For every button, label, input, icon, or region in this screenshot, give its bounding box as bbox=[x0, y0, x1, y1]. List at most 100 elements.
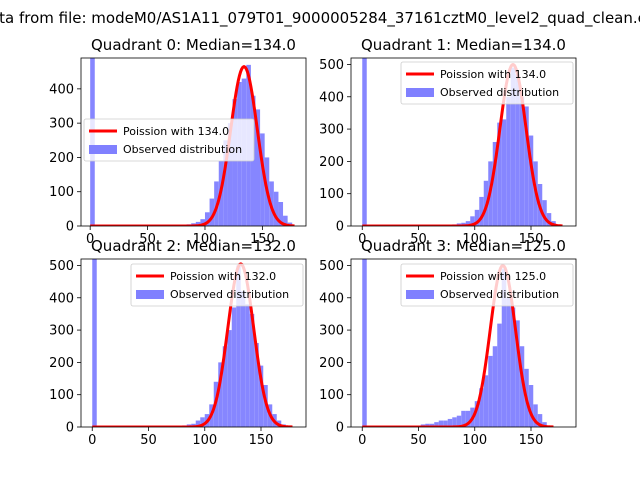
histogram-bar bbox=[528, 135, 534, 226]
histogram-bar bbox=[501, 119, 507, 226]
histogram-bar bbox=[254, 343, 259, 427]
histogram-bar bbox=[474, 401, 480, 427]
histogram-bar bbox=[236, 265, 241, 427]
histogram-bar bbox=[515, 74, 520, 226]
histogram-bar bbox=[429, 423, 435, 427]
histogram-bar bbox=[524, 106, 529, 226]
y-tick-label: 300 bbox=[319, 324, 344, 339]
histogram-bar bbox=[533, 404, 538, 427]
histogram-bar bbox=[92, 259, 97, 427]
legend-fit-label: Poission with 132.0 bbox=[170, 270, 276, 283]
y-tick-label: 200 bbox=[49, 356, 74, 371]
y-tick-label: 100 bbox=[319, 388, 344, 403]
x-tick-label: 150 bbox=[250, 232, 275, 247]
histogram-bar bbox=[222, 346, 228, 427]
x-tick-label: 150 bbox=[249, 433, 274, 448]
legend-hist-label: Observed distribution bbox=[170, 288, 289, 301]
y-tick-label: 0 bbox=[336, 220, 344, 235]
x-tick-label: 50 bbox=[140, 433, 157, 448]
panel-title: Quadrant 0: Median=134.0 bbox=[91, 36, 296, 54]
legend-hist-label: Observed distribution bbox=[440, 288, 559, 301]
y-tick-label: 500 bbox=[49, 259, 74, 274]
histogram-bar bbox=[546, 213, 552, 226]
histogram-bar bbox=[232, 99, 238, 226]
histogram-bar bbox=[515, 320, 520, 427]
histogram-bar bbox=[456, 415, 462, 427]
histogram-bar bbox=[283, 215, 288, 226]
histogram-bar bbox=[223, 140, 228, 226]
legend-box bbox=[400, 61, 574, 105]
y-tick-label: 300 bbox=[49, 324, 74, 339]
histogram-bar bbox=[542, 200, 547, 226]
histogram-bar bbox=[510, 307, 516, 427]
legend-hist-swatch bbox=[406, 88, 434, 97]
plot-content bbox=[361, 259, 554, 427]
legend-box bbox=[130, 263, 304, 307]
histogram-bar bbox=[452, 417, 457, 427]
histogram-bar bbox=[209, 198, 215, 226]
x-tick-label: 150 bbox=[519, 232, 544, 247]
x-tick-label: 0 bbox=[358, 232, 366, 247]
histogram-bar bbox=[465, 410, 471, 427]
legend-hist-label: Observed distribution bbox=[440, 86, 559, 99]
legend: Poission with 125.0 Observed distribution bbox=[400, 263, 574, 307]
panel-title: Quadrant 3: Median=125.0 bbox=[361, 237, 566, 255]
histogram-bar bbox=[470, 216, 475, 226]
legend-box bbox=[400, 263, 574, 307]
y-tick-label: 100 bbox=[49, 388, 74, 403]
histogram-bar bbox=[519, 96, 525, 226]
legend-hist-swatch bbox=[406, 290, 434, 299]
histogram-bar bbox=[479, 196, 484, 226]
histogram-bar bbox=[483, 375, 489, 427]
legend-fit-label: Poission with 125.0 bbox=[440, 270, 546, 283]
histogram-bar bbox=[501, 268, 507, 427]
histogram-bar bbox=[506, 297, 511, 427]
x-tick-label: 100 bbox=[193, 232, 218, 247]
y-tick-label: 100 bbox=[319, 187, 344, 202]
histogram-bar bbox=[195, 420, 201, 427]
histogram-bar bbox=[510, 67, 516, 226]
x-tick-label: 0 bbox=[86, 232, 94, 247]
histogram-bar bbox=[204, 212, 210, 226]
histogram-bar bbox=[249, 313, 255, 427]
y-tick-label: 500 bbox=[319, 58, 344, 73]
quadrant-2-panel: 0 50 100 150 0 100 200 300 400 500 Quadrant 2: Med… bbox=[49, 237, 307, 448]
histogram-bar bbox=[519, 346, 525, 427]
x-tick-label: 0 bbox=[88, 433, 96, 448]
histogram-bar bbox=[492, 142, 498, 226]
histogram-bar bbox=[461, 410, 466, 427]
histogram-bar bbox=[227, 123, 233, 226]
x-tick-label: 0 bbox=[358, 433, 366, 448]
x-tick-label: 150 bbox=[519, 433, 544, 448]
histogram-bar bbox=[362, 58, 367, 226]
y-tick-label: 400 bbox=[319, 90, 344, 105]
x-tick-label: 50 bbox=[139, 232, 156, 247]
quadrant-3-panel: 0 50 100 150 0 100 200 300 400 500 Quadrant 3: Med… bbox=[319, 237, 577, 448]
histogram-bar bbox=[200, 417, 205, 427]
y-tick-label: 400 bbox=[319, 291, 344, 306]
histogram-bar bbox=[443, 420, 448, 427]
y-tick-label: 100 bbox=[49, 185, 74, 200]
histogram-bar bbox=[240, 291, 246, 427]
legend-fit-label: Poission with 134.0 bbox=[440, 68, 546, 81]
histogram-bar bbox=[278, 202, 284, 226]
y-tick-label: 200 bbox=[319, 155, 344, 170]
y-tick-label: 0 bbox=[336, 421, 344, 436]
legend-hist-label: Observed distribution bbox=[123, 143, 242, 156]
axes-frame bbox=[80, 258, 307, 428]
y-tick-label: 400 bbox=[49, 82, 74, 97]
legend-fit-label: Poission with 134.0 bbox=[123, 125, 229, 138]
histogram-bar bbox=[497, 122, 502, 226]
histogram-bar bbox=[492, 346, 498, 427]
histogram-bar bbox=[479, 388, 484, 427]
y-tick-label: 300 bbox=[319, 123, 344, 138]
histogram-bar bbox=[218, 362, 223, 427]
axes-frame bbox=[350, 57, 577, 227]
histogram-bar bbox=[258, 365, 264, 427]
histogram-bar bbox=[434, 422, 439, 427]
axes-frame bbox=[350, 258, 577, 428]
histogram-bar bbox=[227, 330, 232, 427]
y-tick-label: 400 bbox=[49, 291, 74, 306]
quadrant-0-panel: 0 50 100 150 0 100 200 300 400 Quadrant 0: Median… bbox=[49, 36, 307, 247]
y-tick-label: 200 bbox=[319, 356, 344, 371]
